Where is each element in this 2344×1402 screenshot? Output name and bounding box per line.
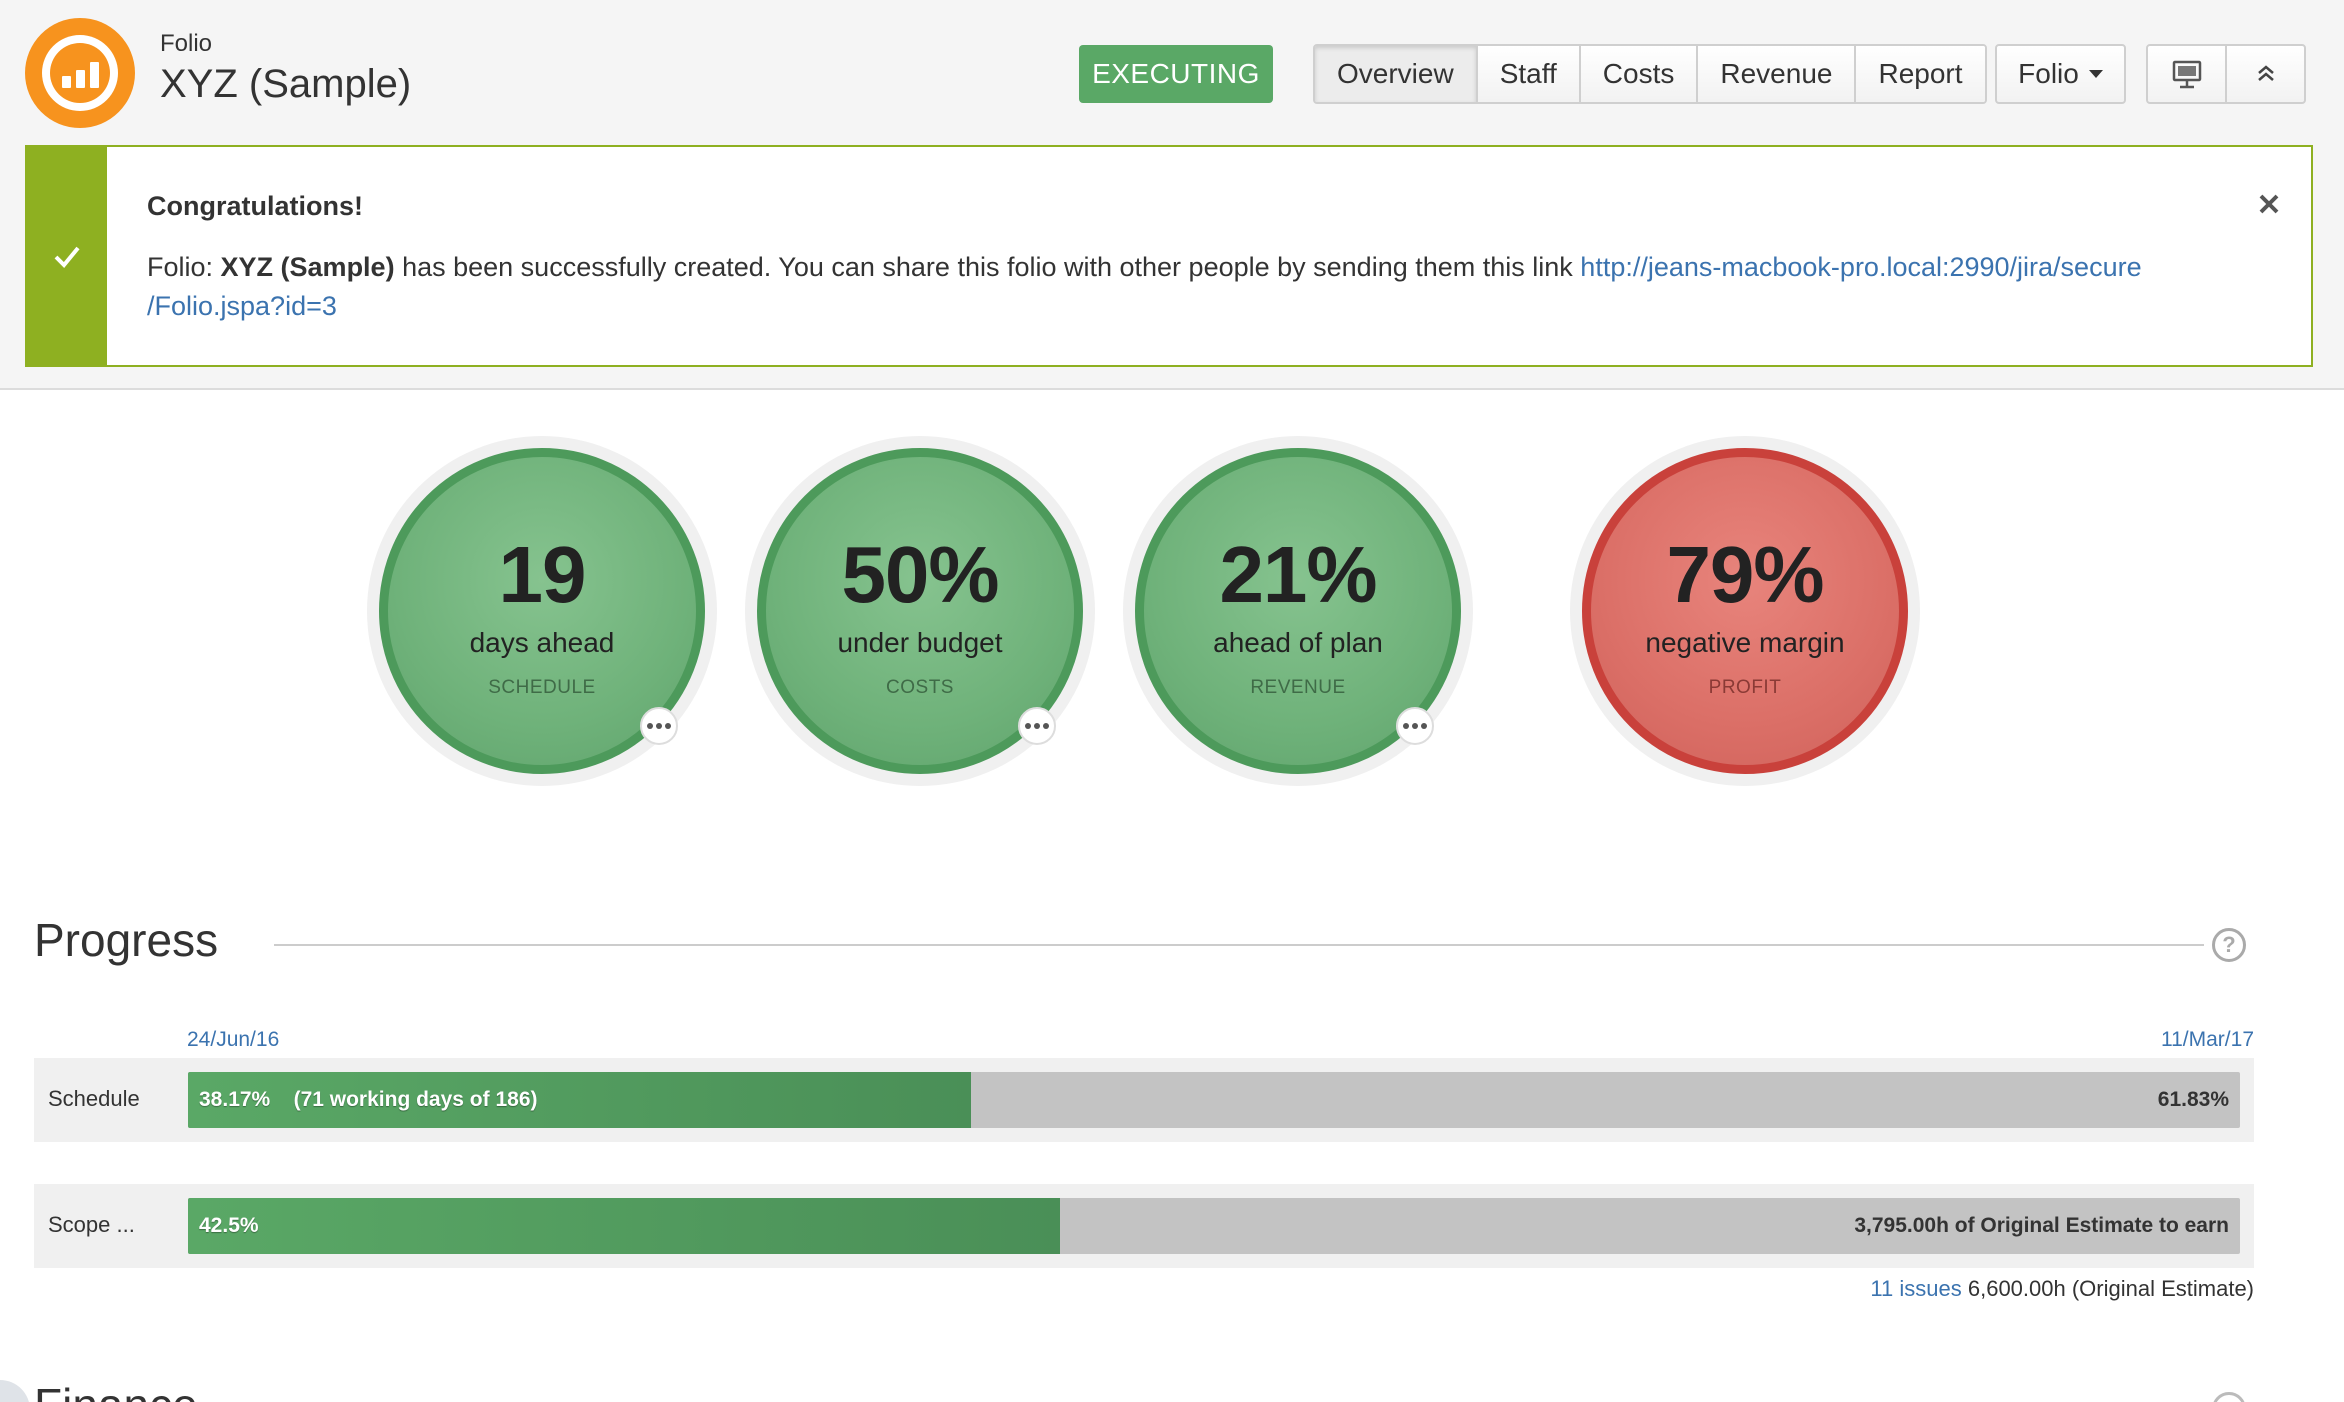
metric-circle: 79% negative margin PROFIT — [1582, 448, 1908, 774]
metric-category: SCHEDULE — [488, 677, 596, 698]
schedule-progress-fill — [188, 1072, 972, 1128]
start-date[interactable]: 24/Jun/16 — [187, 1028, 280, 1051]
more-options-button[interactable] — [640, 707, 678, 745]
finance-section-title: Finance — [34, 1378, 198, 1402]
schedule-label: Schedule — [48, 1086, 140, 1111]
message-text-body: has been successfully created. You can s… — [394, 252, 1581, 282]
schedule-progress-bar: 38.17% (71 working days of 186) 61.83% — [188, 1072, 2240, 1128]
page-title: XYZ (Sample) — [160, 62, 412, 106]
metric-value: 19 — [498, 530, 587, 619]
progress-section-title: Progress — [34, 914, 219, 966]
metric-value: 21% — [1219, 530, 1377, 619]
presentation-button[interactable] — [2148, 46, 2225, 102]
share-link-part2: /Folio.jspa?id=3 — [147, 291, 337, 321]
metric-circle: 50% under budget COSTS — [757, 448, 1083, 774]
presentation-icon — [2172, 60, 2201, 89]
page-header: Folio XYZ (Sample) EXECUTING Overview St… — [0, 0, 2344, 390]
schedule-percent: 38.17% — [199, 1088, 271, 1111]
share-link-part1: http://jeans-macbook-pro.local:2990/jira… — [1580, 252, 2142, 282]
ellipsis-icon — [1403, 723, 1409, 729]
more-options-button[interactable] — [1396, 707, 1434, 745]
folio-logo — [25, 18, 135, 128]
metric-costs: 50% under budget COSTS — [745, 436, 1095, 786]
share-link[interactable]: http://jeans-macbook-pro.local:2990/jira… — [147, 252, 2142, 321]
help-icon[interactable] — [2212, 1392, 2246, 1402]
ellipsis-icon — [1025, 723, 1031, 729]
schedule-detail: (71 working days of 186) — [293, 1088, 538, 1111]
more-options-button[interactable] — [1018, 707, 1056, 745]
close-icon — [2259, 194, 2279, 214]
status-badge: EXECUTING — [1079, 45, 1273, 103]
message-folio-name: XYZ (Sample) — [220, 252, 395, 282]
scope-progress-bar: 42.5% 3,795.00h of Original Estimate to … — [188, 1198, 2240, 1254]
message-heading: Congratulations! — [147, 191, 363, 221]
breadcrumb[interactable]: Folio — [160, 30, 213, 57]
metric-category: REVENUE — [1250, 677, 1346, 698]
metric-circle: 19 days ahead SCHEDULE — [379, 448, 705, 774]
metric-label: negative margin — [1645, 627, 1845, 658]
scope-remaining: 3,795.00h of Original Estimate to earn — [1854, 1214, 2229, 1237]
view-tabs: Overview Staff Costs Revenue Report — [1313, 44, 1987, 104]
metric-circle: 21% ahead of plan REVENUE — [1135, 448, 1461, 774]
ellipsis-icon — [647, 723, 653, 729]
metric-value: 50% — [841, 530, 999, 619]
scope-progress-fill — [188, 1198, 1061, 1254]
scope-label: Scope ... — [48, 1212, 135, 1237]
success-message: Congratulations! Folio: XYZ (Sample) has… — [25, 145, 2313, 367]
collapse-button[interactable] — [2225, 46, 2304, 102]
message-text-prefix: Folio: — [147, 252, 221, 282]
chevron-down-icon — [2088, 70, 2103, 78]
message-text: Folio: XYZ (Sample) has been successfull… — [147, 248, 2237, 326]
section-divider — [274, 944, 2204, 946]
metric-category: COSTS — [886, 677, 954, 698]
schedule-remaining: 61.83% — [2157, 1088, 2229, 1111]
view-toggle-group — [2146, 44, 2306, 104]
metric-value: 79% — [1666, 530, 1824, 619]
metric-label: under budget — [837, 627, 1003, 658]
tab-overview[interactable]: Overview — [1315, 46, 1476, 102]
checkmark-icon — [54, 246, 80, 268]
end-date[interactable]: 11/Mar/17 — [2161, 1028, 2254, 1051]
metric-label: days ahead — [469, 627, 615, 658]
folio-dropdown-label: Folio — [2018, 58, 2079, 89]
sidebar-toggle[interactable] — [0, 1380, 30, 1402]
tab-report[interactable]: Report — [1854, 46, 1985, 102]
metric-label: ahead of plan — [1213, 627, 1383, 658]
schedule-progress-text: 38.17% (71 working days of 186) — [199, 1088, 538, 1112]
help-icon[interactable]: ? — [2212, 928, 2246, 962]
issues-link[interactable]: 11 issues — [1870, 1276, 1962, 1301]
collapse-up-icon — [2257, 65, 2274, 81]
tab-staff[interactable]: Staff — [1475, 46, 1579, 102]
scope-footer: 11 issues 6,600.00h (Original Estimate) — [1870, 1276, 2254, 1302]
tab-costs[interactable]: Costs — [1578, 46, 1697, 102]
tab-revenue[interactable]: Revenue — [1696, 46, 1855, 102]
metric-schedule: 19 days ahead SCHEDULE — [367, 436, 717, 786]
scope-percent: 42.5% — [199, 1214, 259, 1237]
message-status-bar — [27, 147, 107, 365]
close-message-button[interactable] — [2257, 192, 2281, 221]
metric-profit: 79% negative margin PROFIT — [1570, 436, 1920, 786]
original-estimate: 6,600.00h (Original Estimate) — [1967, 1276, 2254, 1301]
metric-category: PROFIT — [1708, 677, 1782, 698]
schedule-row: Schedule 38.17% (71 working days of 186)… — [34, 1058, 2254, 1142]
metric-revenue: 21% ahead of plan REVENUE — [1123, 436, 1473, 786]
folio-dropdown-button[interactable]: Folio — [1995, 44, 2126, 104]
scope-row: Scope ... 42.5% 3,795.00h of Original Es… — [34, 1184, 2254, 1268]
